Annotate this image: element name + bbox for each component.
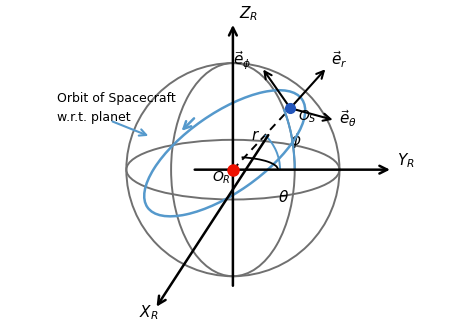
Text: $r$: $r$ bbox=[251, 128, 260, 143]
Text: Orbit of Spacecraft
w.r.t. planet: Orbit of Spacecraft w.r.t. planet bbox=[57, 92, 175, 124]
Text: $O_R$: $O_R$ bbox=[212, 170, 231, 186]
Text: $\vec{e}_\theta$: $\vec{e}_\theta$ bbox=[339, 109, 357, 129]
Text: $\theta$: $\theta$ bbox=[278, 190, 289, 205]
Text: $X_R$: $X_R$ bbox=[138, 303, 158, 322]
Text: $Z_R$: $Z_R$ bbox=[239, 4, 258, 23]
Text: $\vec{e}_\phi$: $\vec{e}_\phi$ bbox=[233, 49, 251, 72]
Text: $\vec{e}_r$: $\vec{e}_r$ bbox=[331, 49, 348, 70]
Text: $Y_R$: $Y_R$ bbox=[397, 151, 415, 170]
Text: $O_S$: $O_S$ bbox=[299, 109, 317, 125]
Text: $\phi$: $\phi$ bbox=[290, 131, 302, 150]
